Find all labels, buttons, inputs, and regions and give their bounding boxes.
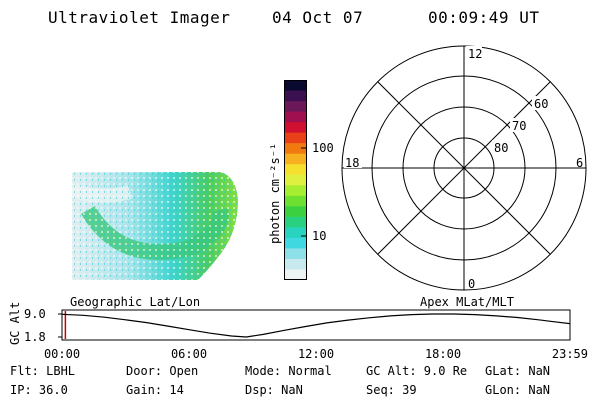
colorbar-segment (284, 258, 307, 271)
colorbar-segment (284, 122, 307, 134)
lat-label-70: 70 (512, 119, 526, 133)
colorbar-segment (284, 216, 307, 228)
date-label: 04 Oct 07 (272, 8, 364, 27)
y-tick-label: 9.0 (24, 307, 46, 321)
colorbar-tick-100: 100 (312, 141, 334, 155)
colorbar-tick-10: 10 (312, 229, 327, 243)
gcalt-info: GC Alt: 9.0 Re (366, 364, 468, 378)
gc-alt-chart: 9.0 1.8 00:00 06:00 12:00 18:00 23:59 (24, 307, 588, 361)
colorbar-segment (284, 164, 307, 176)
polar-plot: 12 18 6 0 60 70 80 (341, 45, 587, 291)
flt-info: Flt: LBHL (10, 364, 76, 378)
colorbar-segment (284, 195, 307, 207)
ip-info: IP: 36.0 (10, 383, 68, 397)
colorbar-segment (284, 185, 307, 197)
colorbar-segment (284, 111, 307, 123)
seq-info: Seq: 39 (366, 383, 417, 397)
colorbar-segment (284, 101, 307, 113)
gc-alt-line (61, 313, 571, 338)
colorbar-segment (284, 227, 307, 239)
dsp-info: Dsp: NaN (245, 383, 303, 397)
colorbar-segment (284, 206, 307, 218)
chart-frame (61, 309, 571, 341)
colorbar-segment (284, 237, 307, 250)
mlt-label-12: 12 (468, 47, 482, 61)
geographic-image (72, 172, 238, 280)
colorbar-segment (284, 153, 307, 165)
colorbar (284, 80, 307, 280)
geo-map-label: Geographic Lat/Lon (70, 295, 201, 309)
mlt-label-18: 18 (345, 156, 359, 170)
glat-info: GLat: NaN (485, 364, 551, 378)
time-label: 00:09:49 UT (428, 8, 540, 27)
y-axis-title: GC Alt (8, 301, 22, 345)
y-tick-label: 1.8 (24, 330, 46, 344)
x-tick-label: 18:00 (425, 347, 461, 361)
x-tick-label: 00:00 (44, 347, 80, 361)
colorbar-label: photon cm⁻²s⁻¹ (268, 142, 282, 244)
instrument-title: Ultraviolet Imager (48, 8, 231, 27)
door-info: Door: Open (126, 364, 199, 378)
colorbar-segment (284, 132, 307, 144)
mlt-label-0: 0 (468, 277, 475, 291)
gain-info: Gain: 14 (126, 383, 184, 397)
colorbar-segment (284, 174, 307, 186)
apex-map-label: Apex MLat/MLT (420, 295, 514, 309)
x-tick-label: 23:59 (552, 347, 588, 361)
colorbar-segment (284, 90, 307, 102)
mlt-label-6: 6 (576, 156, 583, 170)
lat-label-80: 80 (494, 141, 508, 155)
x-tick-label: 06:00 (171, 347, 207, 361)
lat-label-60: 60 (534, 97, 548, 111)
glon-info: GLon: NaN (485, 383, 551, 397)
x-tick-label: 12:00 (298, 347, 334, 361)
mode-info: Mode: Normal (245, 364, 332, 378)
colorbar-segment (284, 248, 307, 260)
colorbar-segment (284, 143, 307, 155)
colorbar-segment (284, 80, 307, 92)
colorbar-segment (284, 269, 307, 280)
